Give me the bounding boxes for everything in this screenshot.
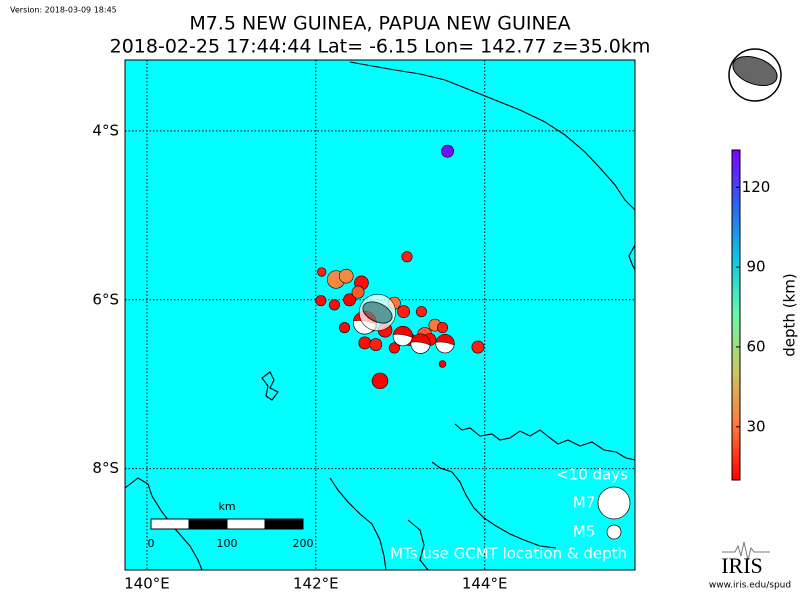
- event: [438, 360, 447, 368]
- scale-label: 200: [293, 537, 314, 550]
- event: [441, 144, 454, 158]
- coastline: [407, 519, 429, 570]
- colorbar-ticks: 30 60 90 120: [736, 178, 771, 435]
- logo-name: IRIS: [721, 553, 763, 578]
- coastline: [454, 423, 635, 461]
- legend: M7 M5: [573, 486, 631, 541]
- event: [415, 306, 427, 318]
- mechanism-plane: [410, 333, 431, 346]
- lon-tick-label: 140°E: [124, 575, 170, 593]
- lon-tick-label: 142°E: [293, 575, 339, 593]
- colorbar-tick-label: 60: [746, 337, 765, 355]
- scale-segment: [188, 518, 228, 530]
- event: [369, 338, 383, 351]
- scale-segment: [226, 518, 266, 530]
- event: [401, 251, 413, 263]
- island: [261, 371, 279, 401]
- coastline: [431, 461, 557, 549]
- lon-tick-label: 144°E: [462, 575, 508, 593]
- event: [371, 372, 389, 390]
- mechanism-plane: [435, 334, 455, 346]
- legend-size: [606, 524, 622, 540]
- event: [339, 322, 351, 334]
- event: [388, 342, 400, 354]
- legend-note: MTs use GCMT location & depth: [390, 545, 627, 563]
- events: [315, 144, 485, 390]
- colorbar-label: depth (km): [781, 273, 799, 356]
- event: [343, 293, 357, 307]
- map-frame: [124, 59, 636, 571]
- lat-tick-label: 8°S: [92, 459, 119, 477]
- coastline: [125, 477, 203, 570]
- event: [315, 295, 327, 307]
- event: [436, 322, 448, 334]
- event: [328, 299, 340, 311]
- colorbar-tick-label: 30: [746, 417, 765, 435]
- title-line: 2018-02-25 17:44:44 Lat= -6.15 Lon= 142.…: [110, 36, 651, 58]
- scale-label: 100: [217, 537, 238, 550]
- colorbar-tick-label: 120: [742, 178, 771, 196]
- lat-tick-label: 6°S: [92, 290, 119, 308]
- scale-segment: [150, 518, 190, 530]
- coastline: [329, 477, 387, 570]
- mechanism: [410, 333, 431, 354]
- logo-url: www.iris.edu/spud: [709, 581, 791, 591]
- legend-size: [597, 486, 631, 520]
- scale-segment: [264, 518, 304, 530]
- coastlines: [125, 61, 635, 570]
- event: [317, 267, 327, 277]
- event: [351, 285, 365, 299]
- scale-bar: km 0 100 200: [148, 500, 314, 550]
- mechanism-plane: [392, 326, 413, 338]
- coastline: [628, 244, 635, 271]
- logo: IRIS www.iris.edu/spud: [709, 541, 791, 591]
- legend-title: <10 days: [556, 466, 628, 484]
- colorbar: [731, 149, 741, 481]
- scale-label: 0: [148, 537, 155, 550]
- lat-tick-label: 4°S: [92, 121, 119, 139]
- event: [358, 336, 372, 350]
- legend-size-label: M5: [573, 523, 596, 541]
- event: [397, 305, 411, 319]
- main-mechanism-icon: [728, 48, 782, 102]
- legend-size-label: M7: [573, 494, 596, 512]
- event: [338, 268, 354, 284]
- colorbar-tick-label: 90: [746, 258, 765, 276]
- title-line: M7.5 NEW GUINEA, PAPUA NEW GUINEA: [189, 13, 570, 35]
- coastline: [349, 61, 635, 211]
- mainshock-mechanism: [358, 293, 397, 332]
- version: Version: 2018-03-09 18:45: [10, 6, 117, 15]
- graticule: [125, 60, 635, 570]
- event: [471, 340, 485, 354]
- scale-title: km: [218, 500, 235, 513]
- mechanism: [392, 326, 413, 347]
- mechanism: [435, 334, 455, 354]
- mechanism-plane: [362, 301, 393, 324]
